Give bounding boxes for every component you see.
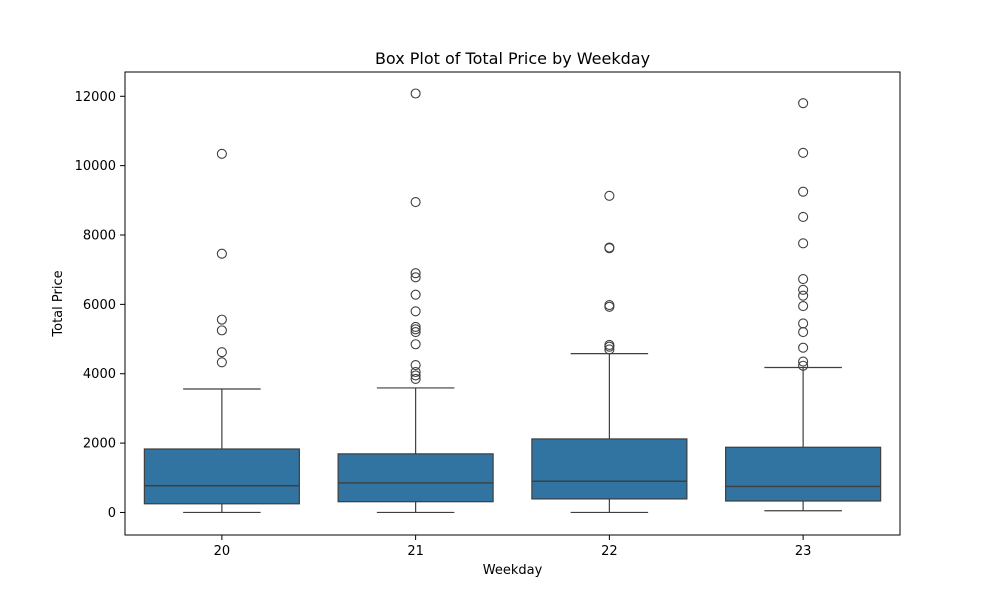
outlier-point [216,148,227,159]
outlier-point [798,98,809,109]
outlier-point [798,284,809,295]
x-axis-label: Weekday [483,563,543,578]
x-tick-label: 21 [407,544,424,559]
box-group-23 [725,98,882,512]
outlier-point [798,211,809,223]
outlier-point [216,248,227,259]
y-tick-label: 10000 [75,159,116,174]
outlier-point [798,342,809,353]
outlier-point [216,357,227,368]
outlier-point [604,344,615,355]
outlier-point [410,197,421,208]
outlier-point [798,273,809,285]
box-group-20 [143,148,300,514]
outlier-point [410,272,421,283]
outlier-point [410,268,421,279]
plot-frame [124,71,901,536]
outlier-point [410,88,421,99]
box-group-22 [531,190,688,514]
axes: 0 2000 4000 6000 8000 10000 12000 20 21 22 23 [75,71,901,559]
box-group-21 [337,88,494,514]
outlier-point [410,366,421,378]
outlier-point [798,356,809,367]
box-iqr [143,448,300,505]
y-tick-label: 6000 [83,298,116,313]
outlier-point [798,301,809,312]
outlier-point [216,325,227,336]
outlier-point [798,147,809,158]
outlier-point [410,327,421,338]
outlier-point [410,321,421,332]
chart-title: Box Plot of Total Price by Weekday [375,49,650,68]
box-iqr [725,446,882,502]
outlier-point [798,186,809,197]
outlier-point [410,339,421,350]
outlier-point [410,373,421,384]
x-tick-label: 20 [214,544,231,559]
y-tick-label: 8000 [83,229,116,244]
y-tick-label: 12000 [75,90,116,105]
outlier-point [410,370,421,381]
plot-area [143,88,882,514]
outlier-point [216,314,227,325]
outlier-point [216,347,227,358]
outlier-point [798,318,809,329]
outlier-point [410,360,421,371]
y-axis-label: Total Price [51,270,66,337]
outlier-point [410,289,421,300]
outlier-point [410,324,421,335]
outlier-point [798,360,809,371]
outlier-point [604,300,615,311]
outlier-point [604,242,615,253]
x-tick-label: 23 [795,544,812,559]
x-tick-label: 22 [601,544,618,559]
y-tick-label: 4000 [83,367,116,382]
y-tick-label: 2000 [83,437,116,452]
outlier-point [410,306,421,317]
box-iqr [337,453,494,503]
y-tick-label: 0 [108,506,116,521]
outlier-point [604,339,615,350]
outlier-point [798,290,809,301]
outlier-point [798,238,809,249]
box-iqr [531,438,688,500]
outlier-point [604,190,615,201]
